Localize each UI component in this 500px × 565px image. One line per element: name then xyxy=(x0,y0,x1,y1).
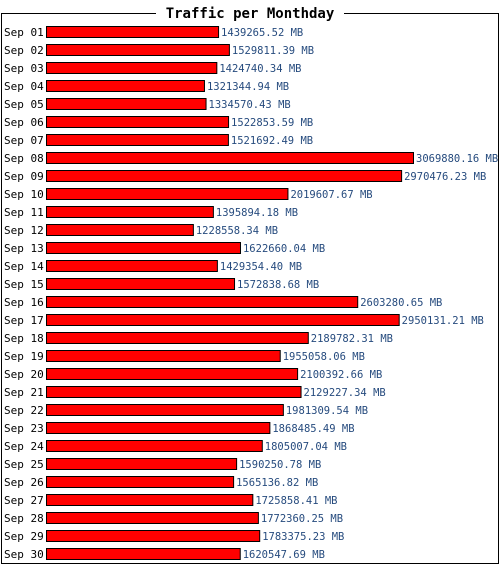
value-label: 2950131.21 MB xyxy=(402,315,484,327)
title-background xyxy=(156,4,344,22)
day-label: Sep 09 xyxy=(4,170,44,183)
value-label: 2100392.66 MB xyxy=(300,369,382,381)
bar-sep-14 xyxy=(46,260,218,272)
bar-sep-27 xyxy=(46,494,254,506)
value-label: 2970476.23 MB xyxy=(404,171,486,183)
value-label: 1772360.25 MB xyxy=(261,513,343,525)
value-label: 1955058.06 MB xyxy=(283,351,365,363)
value-label: 1805007.04 MB xyxy=(265,441,347,453)
day-label: Sep 04 xyxy=(4,80,44,93)
bar-sep-05 xyxy=(46,98,207,110)
bar-sep-30 xyxy=(46,548,241,560)
bar-sep-02 xyxy=(46,44,230,56)
day-label: Sep 10 xyxy=(4,188,44,201)
value-label: 1529811.39 MB xyxy=(232,45,314,57)
value-label: 1590250.78 MB xyxy=(239,459,321,471)
day-label: Sep 23 xyxy=(4,422,44,435)
value-label: 1429354.40 MB xyxy=(220,261,302,273)
day-label: Sep 11 xyxy=(4,206,44,219)
day-label: Sep 02 xyxy=(4,44,44,57)
value-label: 1622660.04 MB xyxy=(243,243,325,255)
day-label: Sep 14 xyxy=(4,260,44,273)
value-label: 1424740.34 MB xyxy=(219,63,301,75)
bar-sep-15 xyxy=(46,278,236,290)
value-label: 2019607.67 MB xyxy=(290,189,372,201)
day-label: Sep 13 xyxy=(4,242,44,255)
bar-sep-19 xyxy=(46,350,281,362)
day-label: Sep 30 xyxy=(4,548,44,561)
day-label: Sep 01 xyxy=(4,26,44,39)
day-label: Sep 12 xyxy=(4,224,44,237)
day-label: Sep 21 xyxy=(4,386,44,399)
value-label: 1228558.34 MB xyxy=(196,225,278,237)
day-label: Sep 20 xyxy=(4,368,44,381)
day-label: Sep 05 xyxy=(4,98,44,111)
day-label: Sep 24 xyxy=(4,440,44,453)
value-label: 1321344.94 MB xyxy=(207,81,289,93)
value-label: 1439265.52 MB xyxy=(221,27,303,39)
day-label: Sep 03 xyxy=(4,62,44,75)
value-label: 1521692.49 MB xyxy=(231,135,313,147)
day-label: Sep 07 xyxy=(4,134,44,147)
bar-sep-23 xyxy=(46,422,271,434)
bar-sep-13 xyxy=(46,242,241,254)
value-label: 1620547.69 MB xyxy=(243,549,325,561)
bar-sep-01 xyxy=(46,26,220,38)
bar-sep-06 xyxy=(46,116,230,128)
bar-sep-10 xyxy=(46,188,289,200)
value-label: 1981309.54 MB xyxy=(286,405,368,417)
day-label: Sep 15 xyxy=(4,278,44,291)
day-label: Sep 18 xyxy=(4,332,44,345)
bar-sep-03 xyxy=(46,62,218,74)
value-label: 1565136.82 MB xyxy=(236,477,318,489)
day-label: Sep 29 xyxy=(4,530,44,543)
value-label: 2129227.34 MB xyxy=(304,387,386,399)
bar-sep-26 xyxy=(46,476,235,488)
chart-title: Traffic per Monthday xyxy=(166,6,335,22)
bar-sep-29 xyxy=(46,530,261,542)
value-label: 3069880.16 MB xyxy=(416,153,498,165)
bars-group: Sep 01 1439265.52 MB Sep 02 1529811.39 MB Se… xyxy=(4,26,498,561)
bar-sep-07 xyxy=(46,134,229,146)
day-label: Sep 08 xyxy=(4,152,44,165)
value-label: 1725858.41 MB xyxy=(255,495,337,507)
bar-sep-21 xyxy=(46,386,302,398)
day-label: Sep 27 xyxy=(4,494,44,507)
bar-sep-12 xyxy=(46,224,194,236)
value-label: 1572838.68 MB xyxy=(237,279,319,291)
bar-sep-18 xyxy=(46,332,309,344)
day-label: Sep 06 xyxy=(4,116,44,129)
day-label: Sep 28 xyxy=(4,512,44,525)
day-label: Sep 22 xyxy=(4,404,44,417)
bar-sep-16 xyxy=(46,296,359,308)
value-label: 2189782.31 MB xyxy=(311,333,393,345)
bar-sep-09 xyxy=(46,170,403,182)
value-label: 1395894.18 MB xyxy=(216,207,298,219)
bar-sep-28 xyxy=(46,512,259,524)
bar-sep-24 xyxy=(46,440,263,452)
bar-sep-20 xyxy=(46,368,299,380)
value-label: 1522853.59 MB xyxy=(231,117,313,129)
bar-sep-25 xyxy=(46,458,238,470)
bar-sep-08 xyxy=(46,152,414,164)
day-label: Sep 26 xyxy=(4,476,44,489)
value-label: 1783375.23 MB xyxy=(262,531,344,543)
day-label: Sep 17 xyxy=(4,314,44,327)
day-label: Sep 16 xyxy=(4,296,44,309)
day-label: Sep 19 xyxy=(4,350,44,363)
bar-sep-11 xyxy=(46,206,214,218)
bar-sep-22 xyxy=(46,404,284,416)
value-label: 1868485.49 MB xyxy=(272,423,354,435)
value-label: 1334570.43 MB xyxy=(209,99,291,111)
day-label: Sep 25 xyxy=(4,458,44,471)
value-label: 2603280.65 MB xyxy=(360,297,442,309)
bar-sep-04 xyxy=(46,80,205,92)
bar-sep-17 xyxy=(46,314,400,326)
